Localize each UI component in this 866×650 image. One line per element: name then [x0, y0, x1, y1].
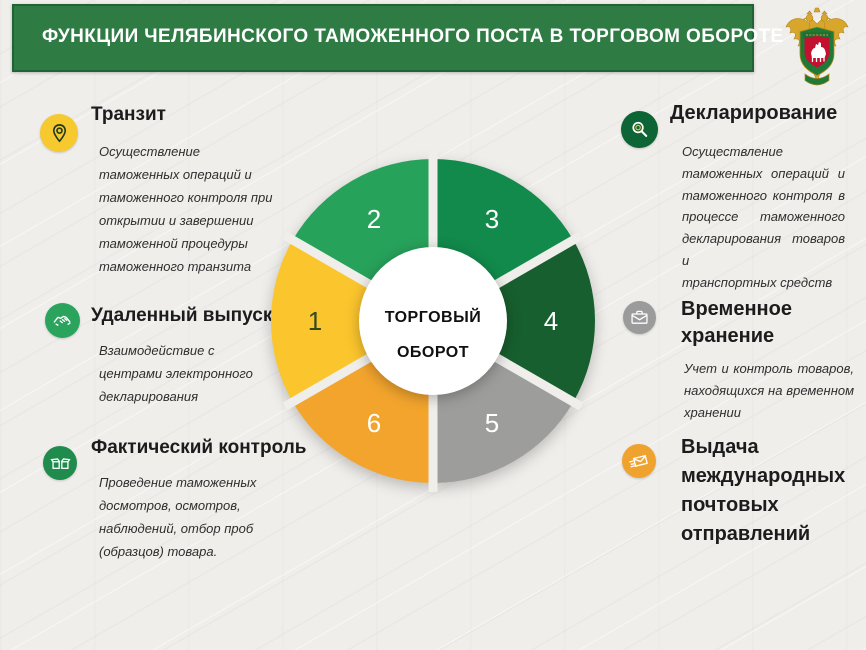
magnifier-icon	[621, 111, 658, 148]
pie-center-label: ТОРГОВЫЙ	[385, 307, 482, 326]
trade-turnover-wheel: 1 2 3 4 5 6 ТОРГОВЫЙ ОБОРОТ	[270, 150, 596, 492]
segment-number-3: 3	[485, 204, 499, 234]
segment-number-5: 5	[485, 408, 499, 438]
item-title-temporary-storage: Временное хранение	[681, 298, 792, 347]
segment-number-4: 4	[544, 306, 558, 336]
pie-center-circle	[359, 247, 507, 395]
handshake-icon	[45, 303, 80, 338]
item-title-transit: Транзит	[91, 104, 166, 125]
open-boxes-icon	[43, 446, 77, 480]
item-title-remote-release: Удаленный выпуск	[91, 305, 273, 326]
segment-number-6: 6	[367, 408, 381, 438]
map-pin-icon	[40, 114, 78, 152]
segment-number-1: 1	[308, 306, 322, 336]
item-desc-remote-release: Взаимодействие с центрами электронного дек…	[99, 343, 253, 404]
segment-number-2: 2	[367, 204, 381, 234]
segment-1	[270, 240, 433, 402]
item-desc-actual-control: Проведение таможенных досмотров, осмотров…	[99, 475, 257, 559]
customs-emblem-icon	[785, 7, 849, 86]
item-desc-temporary-storage: Учет и контроль товаров, находящихся на в…	[684, 361, 854, 420]
segment-4	[433, 240, 596, 402]
item-title-declaration: Декларирование	[670, 102, 838, 124]
item-desc-transit: Осуществление таможенных операций и таможе…	[99, 144, 273, 274]
header-bar: ФУНКЦИИ ЧЕЛЯБИНСКОГО ТАМОЖЕННОГО ПОСТА В…	[12, 4, 784, 72]
item-desc-declaration: Осуществление таможенных операций и таможе…	[682, 144, 845, 290]
pie-center-label: ОБОРОТ	[397, 344, 469, 361]
item-title-actual-control: Фактический контроль	[91, 437, 307, 458]
slide-title: ФУНКЦИИ ЧЕЛЯБИНСКОГО ТАМОЖЕННОГО ПОСТА В…	[42, 26, 784, 47]
item-title-postal-items: Выдача международных почтовых отправлений	[681, 436, 846, 545]
flying-mail-icon	[622, 444, 656, 478]
briefcase-icon	[623, 301, 656, 334]
